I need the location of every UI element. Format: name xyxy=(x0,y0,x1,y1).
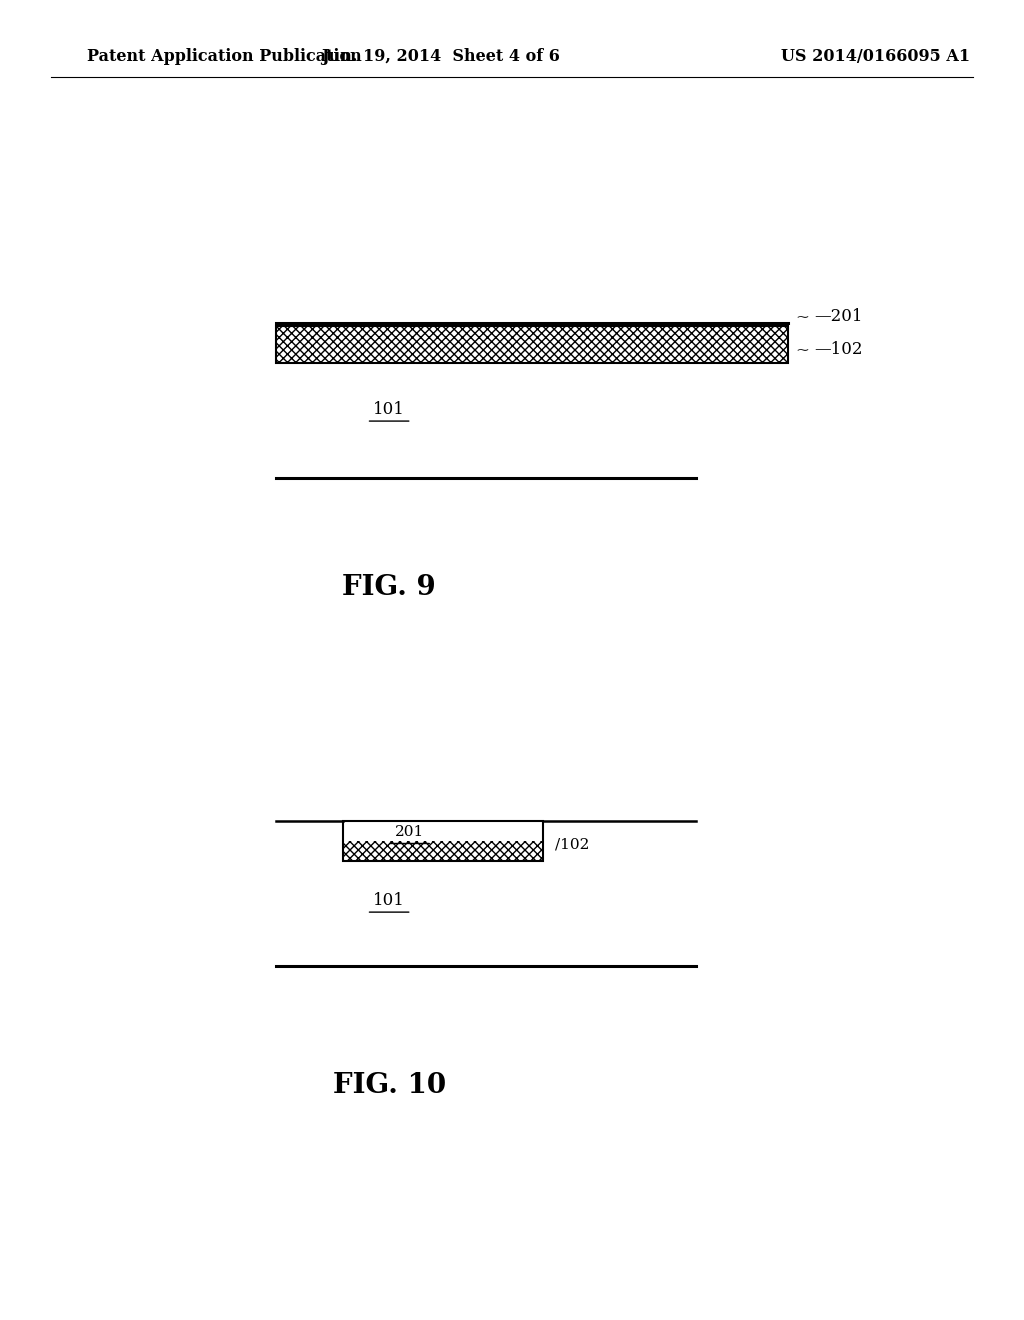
Text: —201: —201 xyxy=(814,309,862,325)
Text: ~: ~ xyxy=(795,309,809,325)
Text: 201: 201 xyxy=(395,825,424,838)
Text: Jun. 19, 2014  Sheet 4 of 6: Jun. 19, 2014 Sheet 4 of 6 xyxy=(321,49,560,65)
Text: Patent Application Publication: Patent Application Publication xyxy=(87,49,361,65)
Text: FIG. 10: FIG. 10 xyxy=(333,1072,445,1098)
Bar xyxy=(343,821,543,861)
Text: FIG. 9: FIG. 9 xyxy=(342,574,436,601)
Text: 101: 101 xyxy=(373,892,406,908)
Text: ~: ~ xyxy=(795,342,809,358)
Text: /102: /102 xyxy=(555,838,590,851)
Text: —102: —102 xyxy=(814,342,862,358)
Text: US 2014/0166095 A1: US 2014/0166095 A1 xyxy=(781,49,970,65)
Bar xyxy=(343,841,543,861)
Bar xyxy=(276,326,788,363)
Text: 101: 101 xyxy=(373,401,406,417)
